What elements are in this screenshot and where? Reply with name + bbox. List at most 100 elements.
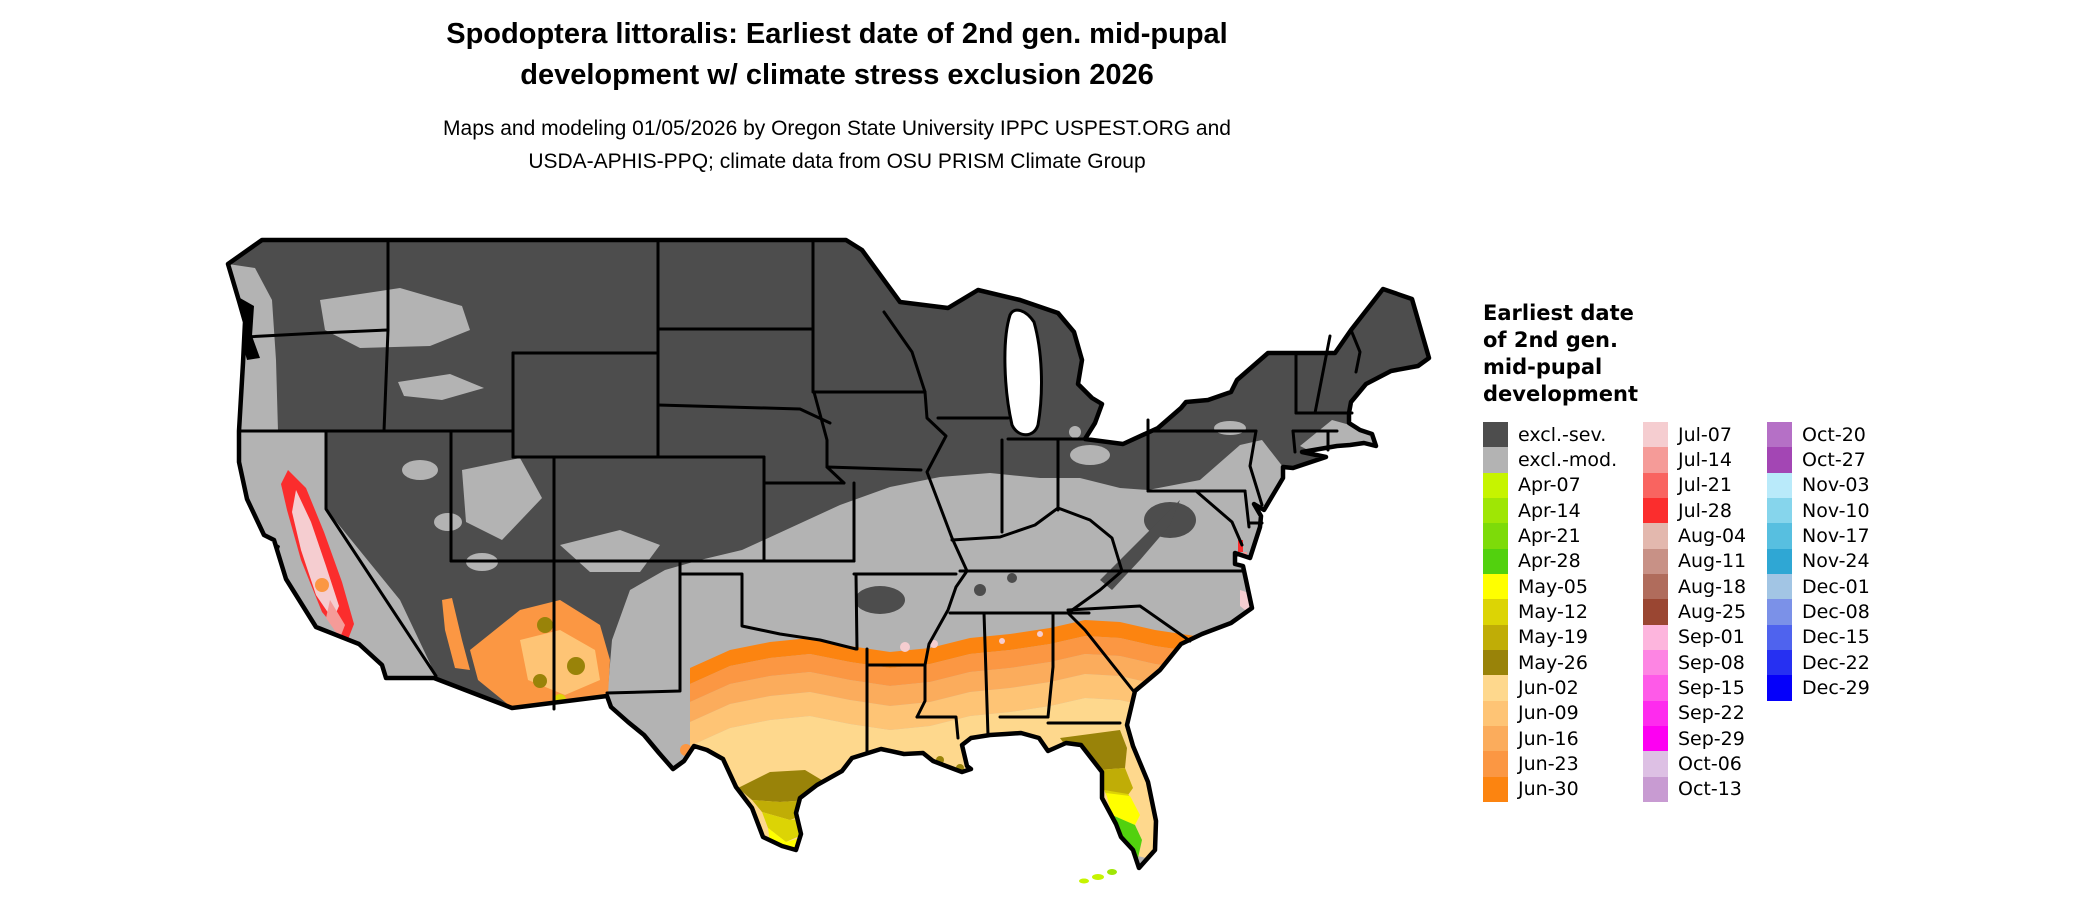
legend-label: Jul-07 (1678, 423, 1732, 446)
legend-item: Jun-30 (1483, 776, 1617, 802)
legend-label: Oct-27 (1802, 448, 1866, 471)
legend-label: Aug-11 (1678, 550, 1747, 573)
legend-label: Nov-10 (1802, 499, 1870, 522)
state-borders (237, 238, 1362, 753)
legend-swatch (1643, 751, 1668, 777)
legend-swatch (1767, 548, 1792, 574)
legend-item: Jun-16 (1483, 725, 1617, 752)
legend-label: Nov-03 (1802, 474, 1870, 497)
legend-swatch (1767, 422, 1792, 448)
legend-column-3: Oct-20 Oct-27 Nov-03 Nov-10 Nov-17 Nov-24 Dec-… (1767, 422, 1870, 701)
legend-swatch (1643, 700, 1668, 726)
legend-item: Nov-24 (1767, 548, 1870, 574)
legend-swatch (1483, 624, 1508, 650)
legend-item: Aug-18 (1643, 573, 1746, 600)
legend-label: Aug-25 (1678, 600, 1747, 623)
legend-swatch (1643, 447, 1668, 473)
legend-label: Apr-07 (1518, 474, 1581, 497)
legend-label: Aug-04 (1678, 524, 1747, 547)
legend-item: Jul-07 (1643, 422, 1746, 448)
legend-item: Oct-27 (1767, 447, 1870, 473)
legend-swatch (1643, 523, 1668, 549)
legend-label: Dec-15 (1802, 626, 1870, 649)
legend-swatch (1767, 523, 1792, 549)
legend-label: Jul-21 (1678, 474, 1732, 497)
legend-swatch (1483, 447, 1508, 473)
legend-item: Jun-02 (1483, 675, 1617, 701)
legend-item: Sep-22 (1643, 700, 1746, 726)
legend-column-2: Jul-07 Jul-14 Jul-21 Jul-28 Aug-04 Aug-11 Aug-… (1643, 422, 1746, 802)
legend-swatch (1483, 422, 1508, 448)
legend-item: Oct-06 (1643, 751, 1746, 777)
legend-swatch (1483, 725, 1508, 752)
legend-swatch (1767, 675, 1792, 701)
legend-item: excl.-sev. (1483, 422, 1617, 448)
legend-swatch (1483, 523, 1508, 549)
legend-label: Jun-23 (1518, 752, 1579, 775)
legend-label: Sep-08 (1678, 651, 1745, 674)
legend-item: May-26 (1483, 649, 1617, 676)
subtitle-line-1: Maps and modeling 01/05/2026 by Oregon S… (443, 117, 1231, 140)
legend-item: Nov-10 (1767, 497, 1870, 524)
title-line-2: development w/ climate stress exclusion … (520, 59, 1154, 91)
legend-column-1: excl.-sev. excl.-mod. Apr-07 Apr-14 Apr-21 Ap… (1483, 422, 1617, 802)
legend-swatch (1483, 675, 1508, 701)
legend-item: Dec-08 (1767, 599, 1870, 625)
legend-item: Apr-14 (1483, 497, 1617, 524)
legend-label: Sep-15 (1678, 676, 1745, 699)
legend-label: Sep-01 (1678, 626, 1745, 649)
legend-swatch (1767, 573, 1792, 600)
legend-swatch (1643, 472, 1668, 498)
legend-label: Dec-29 (1802, 676, 1870, 699)
legend-label: excl.-mod. (1518, 448, 1618, 471)
legend-item: Aug-04 (1643, 523, 1747, 549)
legend-label: Jun-09 (1518, 702, 1579, 725)
legend-swatch (1767, 472, 1792, 498)
legend-label: Oct-20 (1802, 423, 1866, 446)
legend-item: Aug-11 (1643, 548, 1747, 574)
legend-swatch (1643, 548, 1668, 574)
legend-label: Jul-28 (1678, 499, 1732, 522)
legend-label: Jun-30 (1518, 778, 1579, 801)
legend-item: Dec-22 (1767, 649, 1870, 676)
legend-item: Aug-25 (1643, 599, 1747, 625)
legend-label: May-05 (1518, 575, 1588, 598)
legend-swatch (1767, 599, 1792, 625)
legend-swatch (1483, 599, 1508, 625)
legend-label: Nov-24 (1802, 550, 1870, 573)
legend-item: Apr-07 (1483, 472, 1617, 498)
legend-swatch (1643, 776, 1668, 802)
legend-label: May-26 (1518, 651, 1588, 674)
legend-item: Apr-21 (1483, 523, 1617, 549)
legend-swatch (1643, 725, 1668, 752)
legend-swatch (1767, 447, 1792, 473)
legend-item: Sep-29 (1643, 725, 1746, 752)
legend-swatch (1643, 422, 1668, 448)
legend-swatch (1643, 649, 1668, 676)
legend-item: Dec-15 (1767, 624, 1870, 650)
page-subtitle: Maps and modeling 01/05/2026 by Oregon S… (237, 112, 1437, 178)
legend-title-line: of 2nd gen. (1483, 328, 1618, 352)
legend-swatch (1643, 675, 1668, 701)
legend-label: Apr-21 (1518, 524, 1581, 547)
legend-item: May-12 (1483, 599, 1617, 625)
legend-item: Oct-13 (1643, 776, 1746, 802)
legend-item: Nov-17 (1767, 523, 1870, 549)
legend-item: Jul-21 (1643, 472, 1746, 498)
legend-label: Jun-16 (1518, 727, 1579, 750)
legend-label: Jun-02 (1518, 676, 1579, 699)
legend-label: Oct-06 (1678, 752, 1742, 775)
legend-item: Sep-15 (1643, 675, 1746, 701)
legend-item: Sep-08 (1643, 649, 1746, 676)
legend-swatch (1643, 624, 1668, 650)
legend-title: Earliest date of 2nd gen. mid-pupal deve… (1483, 300, 1638, 408)
legend-item: Jun-09 (1483, 700, 1617, 726)
legend-item: excl.-mod. (1483, 447, 1618, 473)
legend-label: Dec-01 (1802, 575, 1870, 598)
legend-label: May-19 (1518, 626, 1588, 649)
legend-item: Sep-01 (1643, 624, 1746, 650)
legend-swatch (1483, 497, 1508, 524)
legend-label: Dec-22 (1802, 651, 1870, 674)
legend-label: May-12 (1518, 600, 1588, 623)
